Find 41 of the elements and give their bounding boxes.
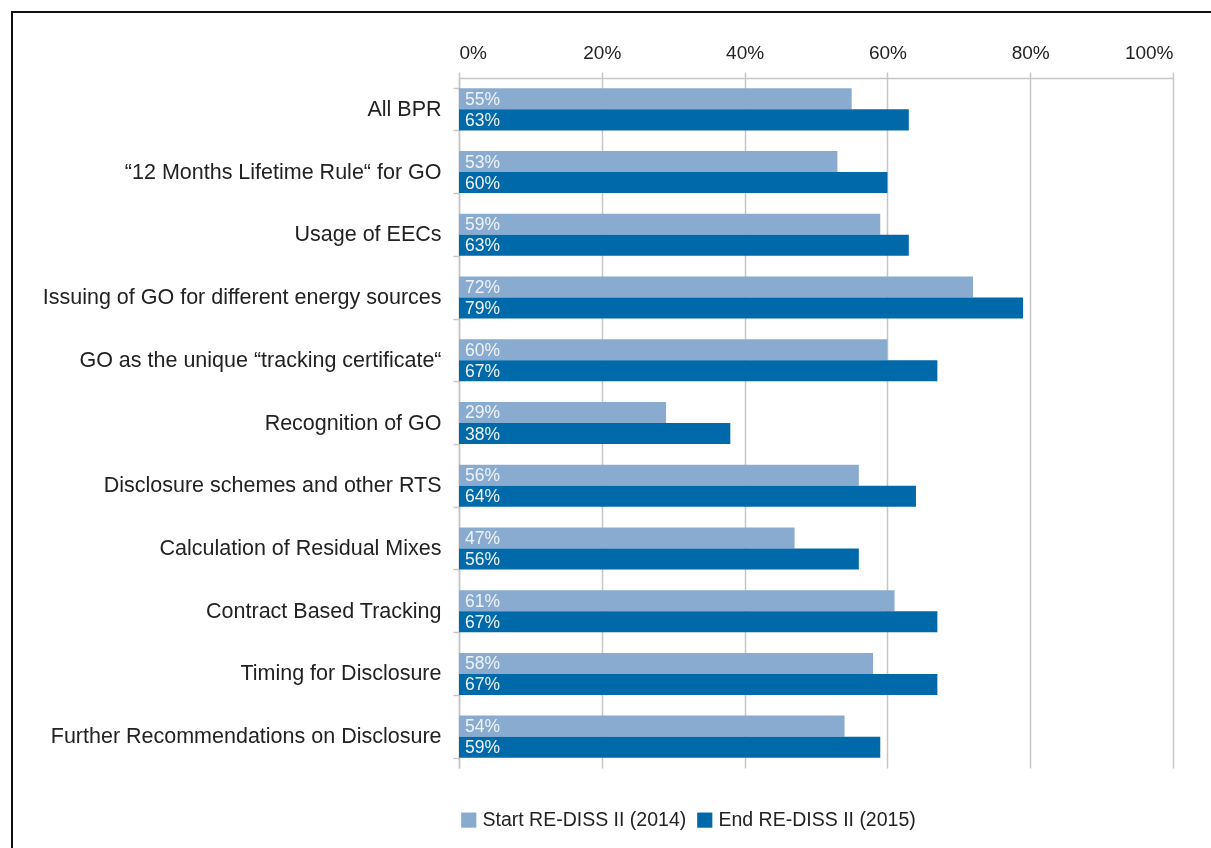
data-label: 60% [465,172,501,193]
x-tick-label: 40% [726,41,765,63]
data-label: 79% [465,298,501,319]
data-label: 29% [465,402,501,423]
data-label: 63% [465,109,501,130]
y-tick-label: Usage of EECs [294,222,442,247]
data-label: 56% [465,548,501,569]
x-tick-label: 60% [868,41,908,63]
y-tick-label: Timing for Disclosure [240,661,442,686]
data-label: 38% [465,423,501,444]
data-label: 72% [465,277,501,298]
data-label: 67% [465,674,501,695]
y-tick-label: Disclosure schemes and other RTS [103,473,442,498]
data-label: 47% [465,527,501,548]
x-tick-label: 100% [1124,41,1174,63]
data-label: 59% [465,737,501,758]
data-label: 55% [465,88,501,109]
data-label: 67% [465,360,501,381]
y-tick-label: Issuing of GO for different energy sources [42,285,442,310]
data-label: 60% [465,339,501,360]
y-tick-label: Further Recommendations on Disclosure [50,724,442,749]
data-label: 67% [465,611,501,632]
data-label: 56% [465,465,501,486]
data-label: 64% [465,486,501,507]
data-label: 54% [465,716,501,737]
legend-label: End RE-DISS II (2015) [718,808,916,831]
y-tick-label: Calculation of Residual Mixes [159,535,442,560]
data-label: 63% [465,235,501,256]
data-label: 59% [465,214,501,235]
y-tick-label: All BPR [367,96,442,121]
y-tick-label: Recognition of GO [264,410,442,435]
x-tick-label: 20% [583,41,622,63]
x-tick-label: 0% [459,41,488,63]
y-tick-label: “12 Months Lifetime Rule“ for GO [124,159,442,184]
y-tick-label: Contract Based Tracking [206,598,442,623]
data-label: 53% [465,151,501,172]
y-tick-label: GO as the unique “tracking certificate“ [79,347,442,372]
legend-label: Start RE-DISS II (2014) [482,808,687,831]
x-tick-label: 80% [1011,41,1050,63]
data-label: 61% [465,590,501,611]
data-label: 58% [465,653,501,674]
